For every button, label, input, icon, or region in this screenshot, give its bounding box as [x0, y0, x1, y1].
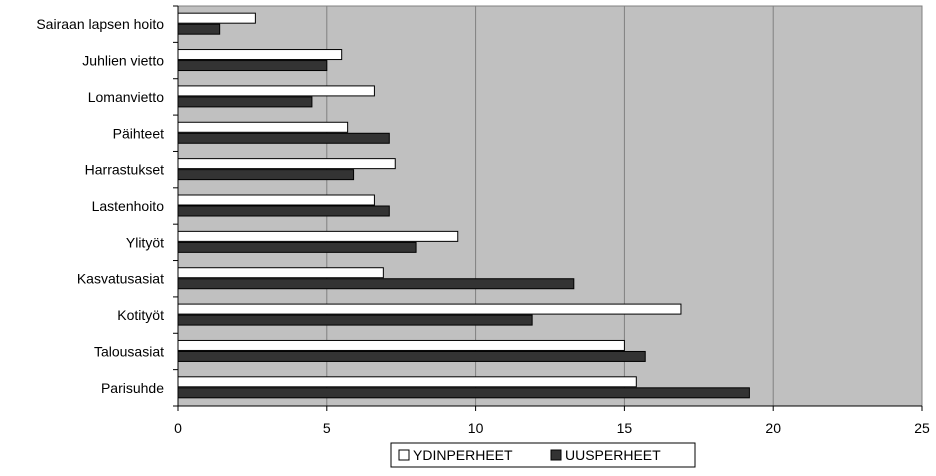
bar-uusperheet [177, 205, 390, 217]
bar-ydinperheet [177, 85, 375, 97]
category-label: Lastenhoito [92, 198, 165, 214]
bar-ydinperheet [177, 49, 343, 61]
category-label: Juhlien vietto [82, 53, 164, 69]
legend-swatch [398, 449, 410, 461]
x-tick-labels: 0 5 10 15 20 25 [174, 420, 930, 436]
legend-swatch [550, 449, 562, 461]
category-label: Kasvatusasiat [77, 271, 164, 287]
bar-ydinperheet [177, 376, 637, 388]
bar-uusperheet [177, 132, 390, 144]
legend-label: UUSPERHEET [565, 447, 661, 463]
bar-uusperheet [177, 241, 417, 253]
category-label: Ylityöt [126, 234, 164, 250]
bar-ydinperheet [177, 267, 384, 279]
legend: YDINPERHEET UUSPERHEET [390, 442, 696, 468]
bar-uusperheet [177, 60, 328, 72]
bar-ydinperheet [177, 230, 459, 242]
axes [173, 5, 923, 411]
bar-uusperheet [177, 278, 575, 290]
category-label: Kotityöt [117, 307, 164, 323]
legend-box [390, 442, 696, 468]
bar-ydinperheet [177, 194, 375, 206]
category-label: Sairaan lapsen hoito [36, 16, 164, 32]
x-tick-label: 5 [323, 420, 331, 436]
legend-label: YDINPERHEET [413, 447, 513, 463]
bar-ydinperheet [177, 339, 625, 351]
bar-uusperheet [177, 350, 646, 362]
category-label: Parisuhde [101, 380, 164, 396]
x-tick-label: 10 [468, 420, 484, 436]
bar-uusperheet [177, 23, 221, 35]
bar-uusperheet [177, 387, 750, 399]
x-tick-label: 0 [174, 420, 182, 436]
bar-ydinperheet [177, 121, 349, 133]
x-tick-label: 15 [617, 420, 633, 436]
category-label: Lomanvietto [88, 89, 164, 105]
bar-uusperheet [177, 169, 355, 181]
category-label: Harrastukset [85, 162, 164, 178]
x-tick-label: 25 [914, 420, 930, 436]
bar-ydinperheet [177, 303, 682, 315]
bar-uusperheet [177, 314, 533, 326]
bar-ydinperheet [177, 12, 256, 24]
category-label: Talousasiat [94, 343, 164, 359]
category-labels: Sairaan lapsen hoito Juhlien vietto Lomanv… [36, 16, 164, 396]
bar-uusperheet [177, 96, 313, 108]
bar-ydinperheet [177, 158, 396, 170]
category-label: Päihteet [113, 125, 164, 141]
x-tick-label: 20 [765, 420, 781, 436]
